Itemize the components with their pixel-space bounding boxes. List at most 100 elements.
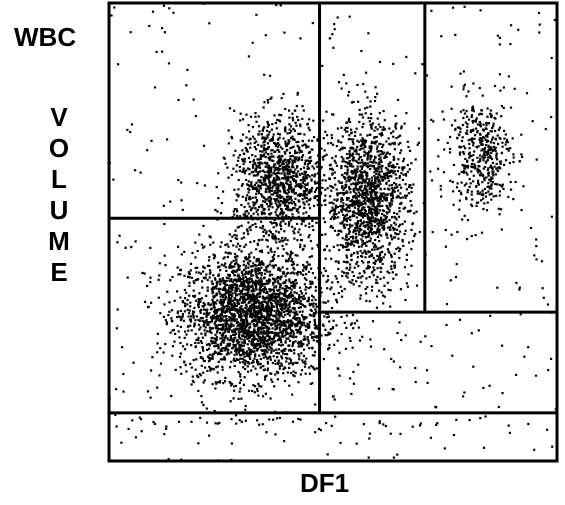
scatter-point (290, 291, 293, 294)
scatter-point (349, 154, 352, 157)
scatter-point (364, 202, 367, 206)
scatter-point (279, 221, 282, 224)
scatter-point (374, 140, 377, 143)
scatter-point (352, 229, 355, 232)
scatter-point (358, 156, 361, 159)
scatter-point (269, 156, 272, 159)
scatter-point (369, 133, 372, 136)
scatter-point (278, 303, 282, 306)
scatter-point (236, 255, 239, 258)
scatter-point (228, 316, 231, 319)
scatter-point (242, 276, 245, 279)
scatter-point (345, 220, 348, 223)
scatter-point (265, 163, 268, 166)
scatter-point (242, 297, 245, 300)
scatter-point (271, 380, 274, 383)
scatter-point (277, 199, 280, 202)
scatter-point (393, 148, 396, 151)
scatter-point (363, 154, 366, 157)
scatter-point (386, 248, 389, 251)
scatter-point (262, 336, 265, 339)
scatter-point (252, 256, 256, 259)
scatter-point (240, 323, 243, 326)
scatter-point (329, 328, 332, 331)
scatter-point (324, 301, 327, 304)
scatter-point (352, 327, 355, 330)
scatter-point (292, 306, 295, 310)
scatter-point (279, 285, 282, 288)
scatter-point (388, 142, 391, 146)
scatter-point (287, 209, 290, 212)
scatter-point (252, 359, 255, 362)
scatter-point (367, 235, 370, 238)
scatter-point (209, 236, 212, 239)
scatter-point (259, 170, 262, 173)
scatter-point (371, 320, 375, 323)
scatter-point (265, 374, 268, 377)
scatter-point (166, 290, 169, 293)
scatter-point (225, 345, 228, 348)
scatter-point (216, 299, 219, 302)
scatter-point (179, 273, 182, 276)
scatter-point (288, 311, 291, 314)
scatter-point (346, 241, 349, 244)
scatter-point (168, 301, 171, 304)
scatter-point (327, 348, 330, 351)
scatter-point (361, 126, 364, 129)
scatter-point (244, 336, 247, 339)
scatter-point (295, 124, 298, 127)
scatter-point (229, 400, 232, 403)
scatter-point (235, 332, 238, 335)
scatter-point (299, 272, 303, 275)
scatter-point (342, 260, 345, 263)
scatter-point (184, 364, 187, 367)
scatter-point (272, 171, 275, 174)
scatter-point (272, 185, 275, 188)
scatter-point (247, 187, 250, 190)
scatter-point (323, 174, 326, 177)
scatter-point (345, 274, 348, 277)
scatter-point (299, 271, 302, 274)
scatter-point (261, 353, 264, 356)
scatter-point (221, 317, 224, 320)
scatter-point (341, 135, 344, 138)
scatter-point (272, 336, 276, 339)
scatter-point (299, 306, 302, 309)
scatter-point (311, 354, 314, 357)
scatter-point (232, 279, 236, 282)
scatter-point (249, 146, 252, 149)
scatter-point (217, 274, 220, 277)
scatter-point (241, 195, 244, 198)
scatter-point (253, 146, 256, 149)
scatter-point (259, 326, 262, 329)
scatter-point (367, 215, 370, 218)
scatter-point (338, 149, 341, 152)
scatter-point (212, 241, 215, 244)
scatter-point (222, 279, 225, 282)
scatter-point (370, 195, 373, 198)
scatter-point (218, 352, 221, 355)
scatter-point (333, 159, 336, 162)
scatter-point (254, 302, 258, 305)
scatter-point (332, 245, 335, 248)
scatter-point (270, 297, 273, 300)
scatter-point (379, 218, 382, 221)
scatter-point (352, 237, 355, 240)
scatter-point (296, 93, 299, 96)
scatter-point (388, 152, 391, 156)
scatter-point (345, 326, 348, 329)
scatter-point (337, 260, 340, 263)
scatter-point (227, 129, 230, 132)
scatter-point (314, 310, 317, 313)
scatter-point (255, 210, 258, 213)
scatter-point (278, 327, 281, 330)
scatter-point (264, 348, 267, 352)
scatter-point (410, 264, 413, 267)
scatter-point (213, 255, 217, 258)
scatter-point (290, 258, 294, 261)
scatter-point (246, 215, 249, 218)
scatter-point (349, 204, 352, 207)
scatter-point (316, 199, 319, 202)
scatter-point (224, 376, 227, 379)
scatter-point (343, 128, 346, 131)
